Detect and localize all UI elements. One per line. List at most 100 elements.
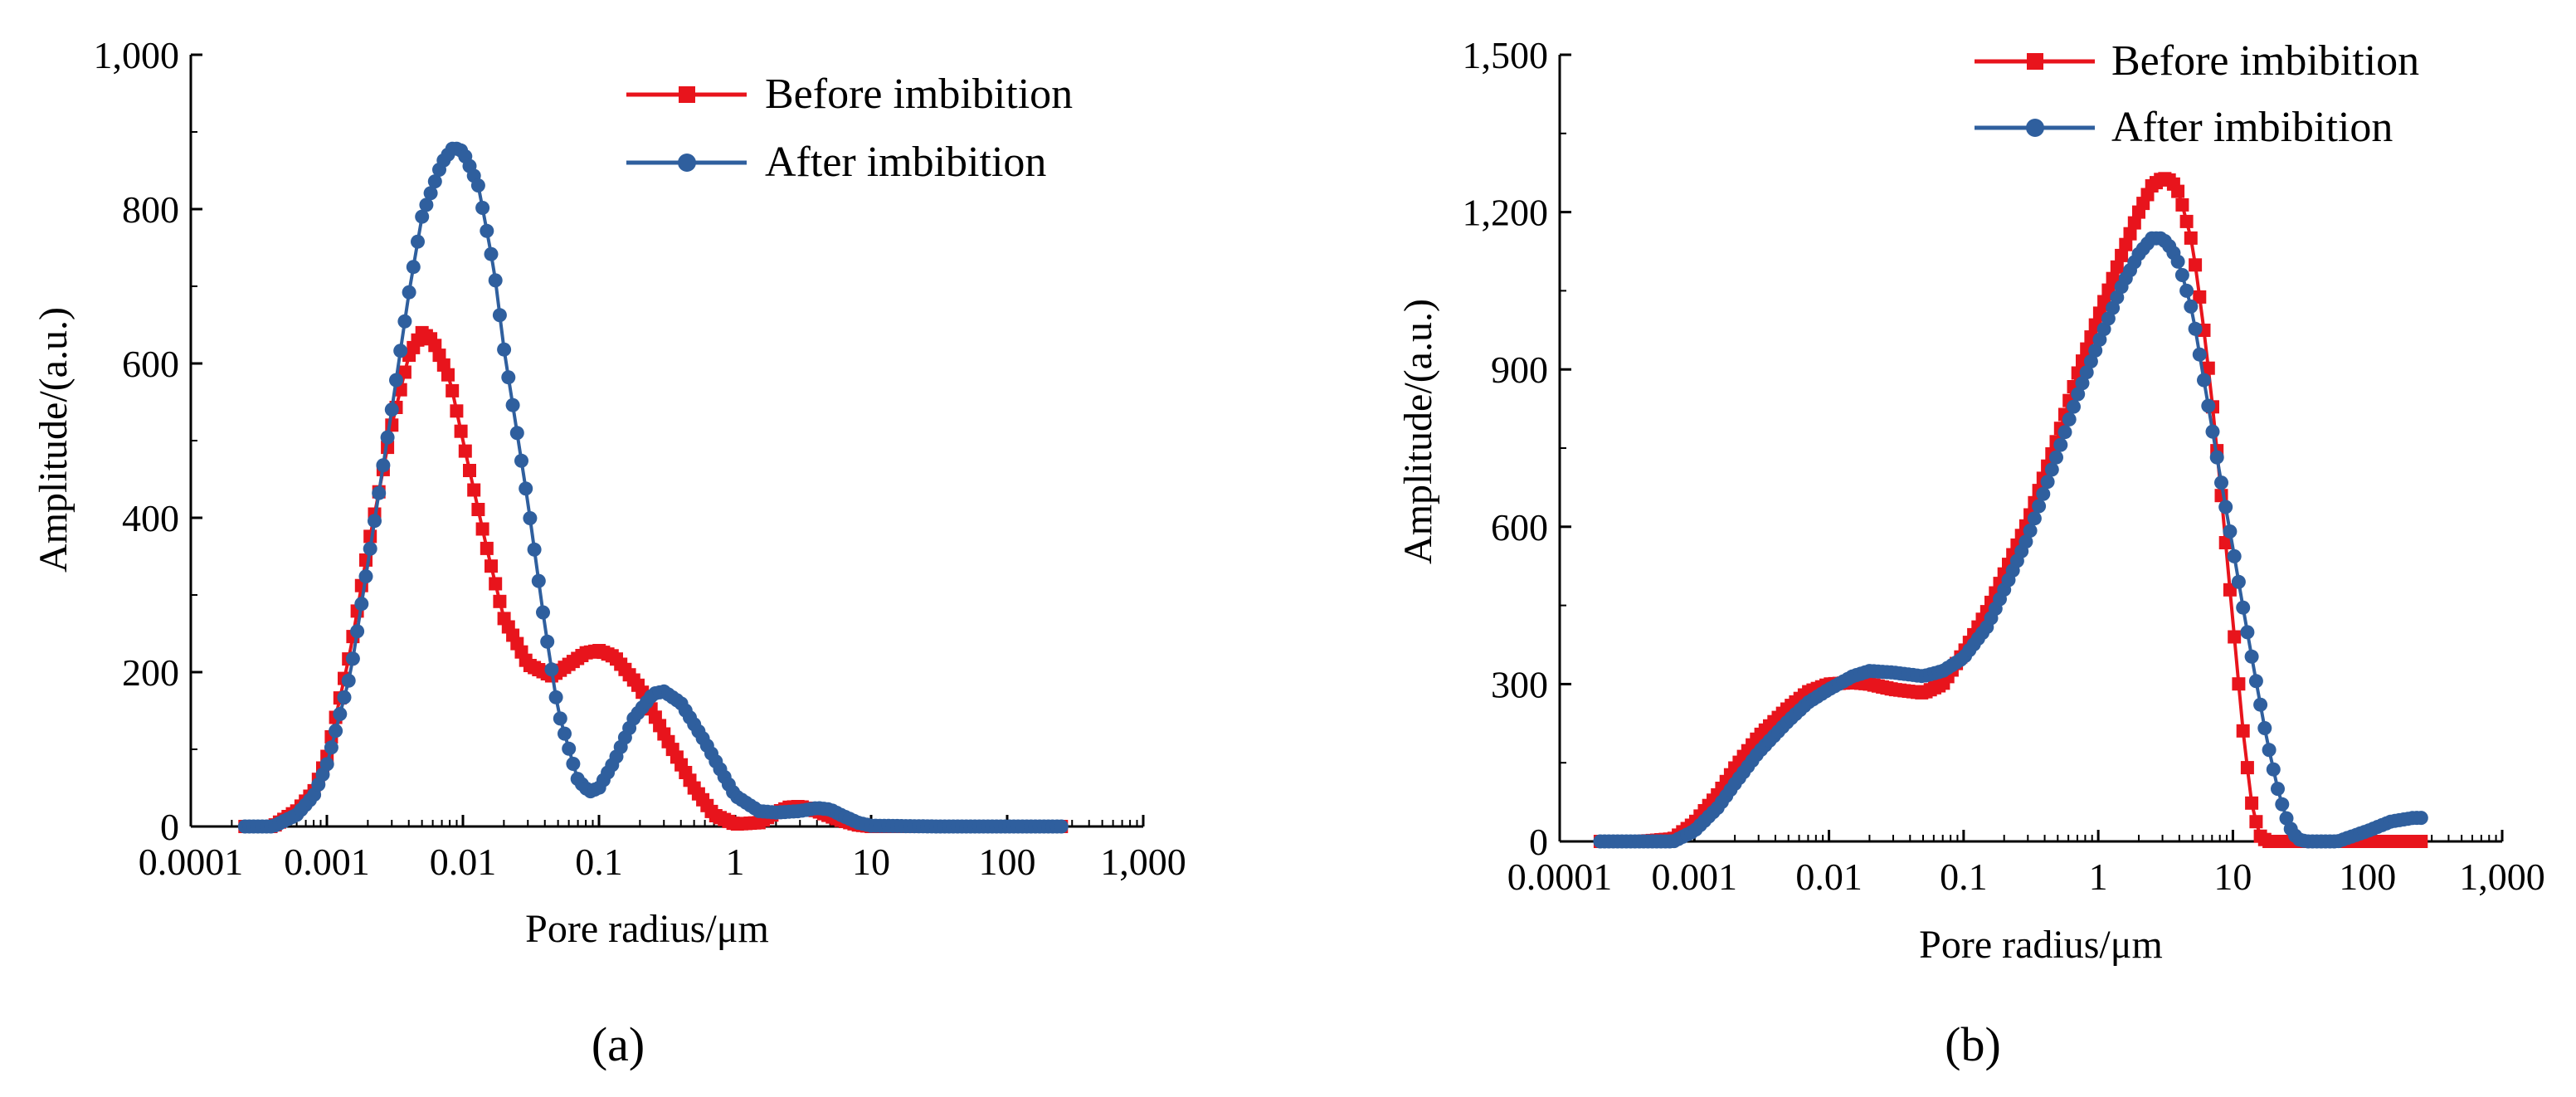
panel-b-data-point-after [2040, 475, 2055, 490]
panel-b-y-ticks: 0 300 600 900 1,200 1,500 [1463, 34, 1571, 863]
panel-a-data-point-after [553, 711, 567, 726]
panel-b-data-point-after [2106, 300, 2121, 315]
panel-b-data-point-before [2115, 248, 2129, 262]
panel-b-data-point-before [2110, 260, 2124, 274]
panel-b-data-point-before [2218, 536, 2233, 549]
panel-b-data-point-before [2240, 761, 2254, 775]
panel-a-data-point-before [454, 424, 468, 438]
panel-a-data-point-after [480, 223, 494, 238]
panel-a-x-tick-label: 1,000 [1100, 841, 1186, 883]
panel-a-data-point-after [389, 373, 403, 388]
panel-a-y-ticks: 0 200 400 600 800 1,000 [94, 34, 202, 848]
panel-a-x-tick-label: 10 [852, 841, 890, 883]
panel-b-data-point-after [2179, 283, 2194, 298]
panel-b-data-point-after [2201, 398, 2216, 413]
panel-a-y-tick-label: 600 [122, 343, 179, 385]
panel-b-data-point-after [2275, 797, 2290, 812]
panel-a-y-tick-label: 1,000 [94, 34, 180, 76]
panel-a-data-point-after [384, 402, 399, 417]
panel-b-series-line-before [1600, 177, 2422, 843]
panel-b-y-tick-label: 1,500 [1463, 34, 1549, 76]
panel-b-data-point-before [2119, 237, 2133, 251]
panel-a-data-point-after [540, 634, 555, 649]
panel-b-x-tick-label: 1,000 [2459, 856, 2545, 898]
panel-b-data-point-after [2227, 548, 2242, 563]
panel-b-data-point-after [2092, 332, 2107, 347]
panel-a-data-point-before [463, 464, 476, 477]
panel-b-data-point-after [2253, 697, 2268, 712]
panel-b-data-point-after [2188, 321, 2203, 336]
panel-b-data-point-after [2174, 268, 2189, 282]
panel-b-data-point-after [2032, 499, 2047, 514]
panel-a-data-point-after [509, 426, 524, 441]
panel-a-data-point-after [372, 485, 387, 500]
panel-a-x-tick-label: 100 [979, 841, 1036, 883]
panel-b-data-point-before [2184, 231, 2198, 245]
panel-a-data-point-after [411, 234, 425, 249]
panel-b-data-point-after [2192, 347, 2207, 362]
panel-b-legend-before-label: Before imbibition [2111, 37, 2419, 85]
panel-a-x-tick-label: 0.0001 [139, 841, 244, 883]
panel-a-chart: 0.0001 0.001 0.01 0.1 1 10 100 1,000 0 200 400 600… [32, 34, 1186, 1071]
panel-a-y-axis-title: Amplitude/(a.u.) [32, 307, 75, 573]
panel-a-x-ticks: 0.0001 0.001 0.01 0.1 1 10 100 1,000 [139, 815, 1186, 883]
panel-b-x-tick-label: 1 [2089, 856, 2108, 898]
panel-a-data-point-after [470, 178, 485, 193]
panel-a-x-tick-label: 0.001 [284, 841, 370, 883]
panel-b-data-point-after [2067, 399, 2081, 414]
panel-b-data-point-after [2023, 524, 2038, 538]
panel-a-data-point-after [427, 174, 442, 189]
panel-b-data-point-after [2101, 311, 2116, 326]
panel-a-data-point-before [450, 404, 464, 418]
panel-a-data-point-after [415, 209, 430, 224]
panel-a-data-point-after [558, 726, 572, 741]
panel-a-data-point-before [467, 483, 481, 497]
panel-a-data-point-after [397, 314, 412, 329]
panel-b-y-tick-label: 900 [1491, 349, 1548, 391]
panel-b-data-point-before [2193, 290, 2207, 304]
panel-a-x-tick-label: 0.1 [575, 841, 623, 883]
panel-b-data-point-after [2218, 500, 2233, 514]
panel-a-x-tick-label: 1 [726, 841, 745, 883]
panel-a-data-point-after [531, 573, 546, 588]
panel-a-y-tick-label: 200 [122, 651, 179, 694]
panel-a-data-point-before [441, 368, 455, 382]
panel-a-data-point-after [380, 430, 395, 445]
panel-b-data-point-before [2223, 583, 2237, 597]
panel-a-legend: Before imbibition After imbibition [626, 71, 1073, 186]
panel-b-data-point-after [2110, 290, 2125, 305]
panel-a-data-point-before [489, 577, 503, 591]
panel-b-y-tick-label: 0 [1529, 821, 1548, 863]
panel-a-data-point-before [493, 594, 507, 608]
panel-a-data-point-after [505, 397, 520, 412]
panel-a-data-point-after [358, 569, 373, 584]
panel-b-y-tick-label: 300 [1491, 663, 1548, 705]
panel-b-data-point-after [2096, 322, 2111, 337]
panel-b-data-point-after [2214, 475, 2228, 490]
panel-b-data-point-before [2201, 361, 2215, 375]
panel-b-x-ticks: 0.0001 0.001 0.01 0.1 1 10 100 1,000 [1507, 830, 2545, 898]
panel-b-data-point-before [2189, 258, 2203, 272]
panel-b-data-point-before [2245, 796, 2259, 810]
panel-a-data-point-after [484, 246, 499, 261]
panel-b-y-axis-title: Amplitude/(a.u.) [1396, 299, 1440, 564]
panel-a-data-point-before [485, 559, 498, 573]
panel-b-data-point-after [2062, 412, 2077, 427]
panel-a-data-point-after [492, 308, 507, 323]
panel-a-data-point-before [471, 503, 485, 516]
panel-b-x-tick-label: 10 [2213, 856, 2252, 898]
panel-b-data-point-before [2127, 216, 2141, 230]
panel-b-data-point-after [2266, 762, 2281, 777]
panel-b-data-point-before [2232, 677, 2246, 691]
panel-a-data-point-after [368, 514, 382, 529]
panel-b-y-tick-label: 1,200 [1463, 192, 1549, 234]
panel-a-label: (a) [592, 1017, 645, 1071]
panel-a-data-point-before [475, 522, 489, 536]
panel-b-data-point-before [2179, 214, 2194, 228]
panel-b-x-tick-label: 100 [2339, 856, 2396, 898]
panel-b-x-tick-label: 0.0001 [1507, 856, 1613, 898]
panel-b-data-point-after [2170, 254, 2185, 269]
panel-b-chart: 0.0001 0.001 0.01 0.1 1 10 100 1,000 0 300 600 900… [1396, 34, 2545, 1071]
panel-a-data-point-after [536, 605, 550, 620]
panel-a-x-axis-title: Pore radius/μm [525, 907, 769, 951]
